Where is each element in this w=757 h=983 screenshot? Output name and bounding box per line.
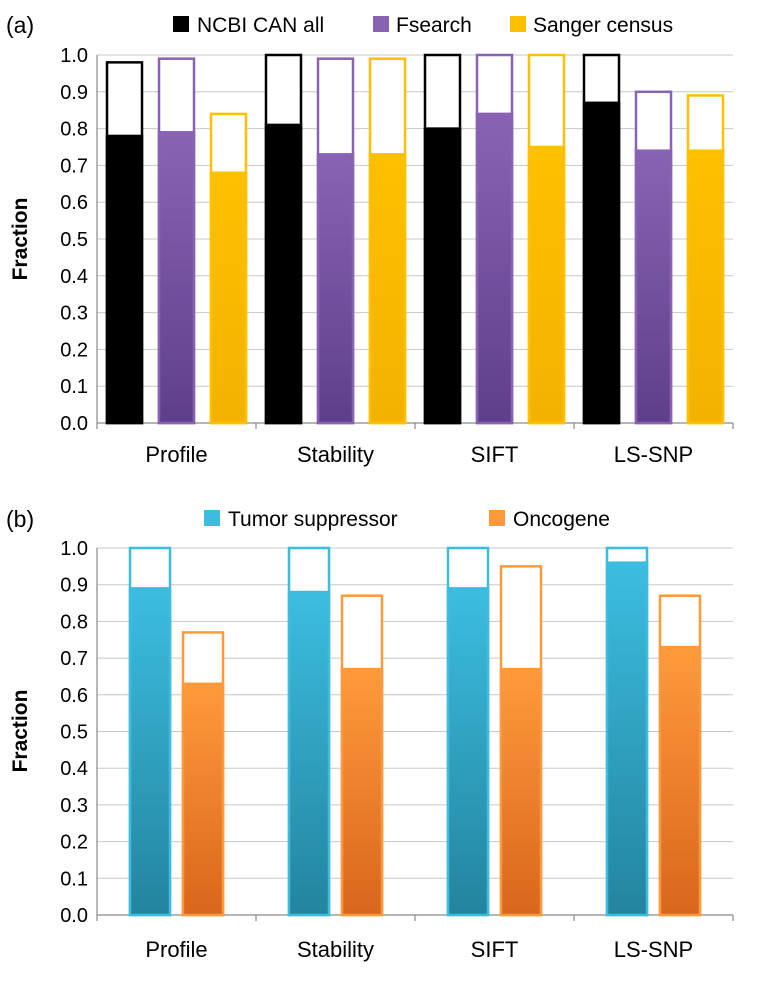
panel-label: (b) xyxy=(6,506,34,532)
bar-sanger-census-sift xyxy=(527,145,566,425)
x-category-label: LS-SNP xyxy=(614,442,693,467)
y-tick-label: 0.6 xyxy=(60,192,88,214)
y-axis-title: Fraction xyxy=(9,690,32,773)
bar-oncogene-profile xyxy=(181,682,225,917)
bar-oncogene-sift xyxy=(499,667,543,917)
x-category-label: SIFT xyxy=(471,442,519,467)
y-tick-label: 0.3 xyxy=(60,303,88,325)
legend-label-sanger-census: Sanger census xyxy=(533,14,673,37)
legend-swatch-ncbi-can-all xyxy=(173,16,189,32)
legend-label-ncbi-can-all: NCBI CAN all xyxy=(197,14,324,37)
bar-sanger-census-profile xyxy=(209,171,248,425)
bar-ncbi-can-all-stability xyxy=(264,123,303,425)
bar-oncogene-stability xyxy=(340,667,384,917)
y-tick-label: 0.2 xyxy=(60,339,88,361)
y-tick-label: 0.4 xyxy=(60,266,88,288)
chart-panel-b: 0.0 0.1 0.2 0.3 0.4 0.5 0.6 0.7 0.8 0.9 1.0 Profile… xyxy=(6,506,734,962)
bar-ncbi-can-all-profile xyxy=(105,134,144,425)
x-category-label: SIFT xyxy=(471,937,519,962)
bar-ncbi-can-all-ls-snp xyxy=(582,101,621,425)
bar-sanger-census-stability xyxy=(368,153,407,425)
bar-fsearch-ls-snp xyxy=(634,149,673,425)
bar-tumor-suppressor-sift xyxy=(446,587,490,917)
y-tick-label: 0.7 xyxy=(60,648,88,670)
bar-fsearch-sift xyxy=(475,112,514,425)
y-tick-label: 0.7 xyxy=(60,155,88,177)
y-tick-label: 0.1 xyxy=(60,376,88,398)
legend-swatch-sanger-census xyxy=(510,16,526,32)
panel-label: (a) xyxy=(6,12,34,38)
chart-panel-a: 0.0 0.1 0.2 0.3 0.4 0.5 0.6 0.7 0.8 0.9 1.0 Profile… xyxy=(6,12,734,467)
legend-swatch-tumor-suppressor xyxy=(204,510,220,526)
legend-label-tumor-suppressor: Tumor suppressor xyxy=(228,508,398,531)
legend-label-oncogene: Oncogene xyxy=(513,508,610,531)
legend-swatch-fsearch xyxy=(373,16,389,32)
y-tick-label: 0.5 xyxy=(60,229,88,251)
y-tick-label: 0.9 xyxy=(60,82,88,104)
bar-fsearch-profile xyxy=(157,131,196,425)
y-tick-label: 0.3 xyxy=(60,795,88,817)
y-tick-label: 0.0 xyxy=(60,905,88,927)
bar-oncogene-ls-snp xyxy=(658,645,702,917)
x-category-label: Stability xyxy=(297,442,374,467)
y-tick-label: 0.4 xyxy=(60,758,88,780)
bar-tumor-suppressor-ls-snp xyxy=(605,561,649,917)
x-category-label: LS-SNP xyxy=(614,937,693,962)
y-tick-label: 0.9 xyxy=(60,575,88,597)
x-category-label: Profile xyxy=(145,937,207,962)
y-tick-label: 0.5 xyxy=(60,722,88,744)
legend-label-fsearch: Fsearch xyxy=(396,14,472,37)
y-tick-label: 0.8 xyxy=(60,119,88,141)
y-tick-label: 0.1 xyxy=(60,868,88,890)
y-tick-label: 0.2 xyxy=(60,832,88,854)
legend-swatch-oncogene xyxy=(489,510,505,526)
bar-tumor-suppressor-profile xyxy=(128,587,172,917)
y-tick-label: 0.0 xyxy=(60,413,88,435)
bar-sanger-census-ls-snp xyxy=(686,149,725,425)
bar-tumor-suppressor-stability xyxy=(287,590,331,917)
y-tick-label: 0.8 xyxy=(60,611,88,633)
y-tick-label: 1.0 xyxy=(60,538,88,560)
x-category-label: Profile xyxy=(145,442,207,467)
y-tick-label: 1.0 xyxy=(60,45,88,67)
bar-ncbi-can-all-sift xyxy=(423,127,462,425)
y-axis-title: Fraction xyxy=(9,198,32,281)
x-category-label: Stability xyxy=(297,937,374,962)
bar-fsearch-stability xyxy=(316,153,355,425)
y-tick-label: 0.6 xyxy=(60,685,88,707)
